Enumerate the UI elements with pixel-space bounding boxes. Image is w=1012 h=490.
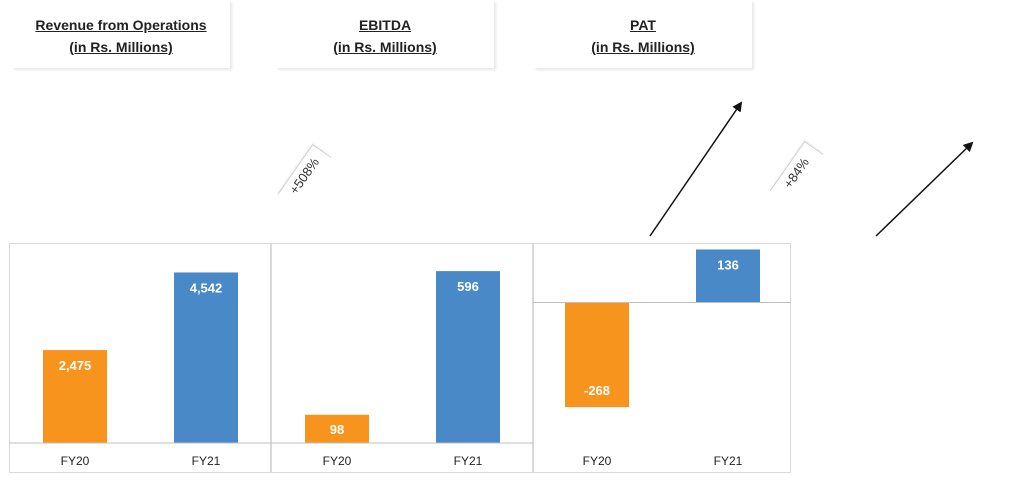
revenue-bar-fy21 — [174, 272, 238, 443]
pat-bar-fy21 — [696, 249, 760, 303]
pat-data-label-fy21: 136 — [717, 257, 739, 272]
pat-title-line2: (in Rs. Millions) — [591, 39, 695, 55]
revenue-data-label-fy20: 2,475 — [59, 358, 92, 373]
ebitda-data-label-fy20: 98 — [330, 422, 344, 437]
pat-title: PAT (in Rs. Millions) — [534, 0, 752, 68]
revenue-bar-fy20 — [43, 350, 107, 443]
ebitda-title-line1: EBITDA — [358, 17, 412, 33]
revenue-title-line2: (in Rs. Millions) — [69, 39, 173, 55]
ebitda-chart: 98 FY20 596 FY21 — [271, 243, 533, 473]
pat-tick-label-fy20: FY20 — [583, 454, 612, 468]
ebitda-title-line2: (in Rs. Millions) — [333, 39, 437, 55]
pat-tick-label-fy21: FY21 — [714, 454, 743, 468]
pat-bar-fy20 — [565, 302, 629, 408]
pat-data-label-fy20: -268 — [584, 383, 610, 398]
ebitda-bar-fy21 — [436, 271, 500, 443]
pat-chart: -268 FY20 136 FY21 — [533, 243, 791, 473]
revenue-chart-svg: 2,475 FY20 4,542 FY21 — [9, 243, 271, 473]
ebitda-tick-label-fy20: FY20 — [323, 454, 352, 468]
ebitda-tick-label-fy21: FY21 — [454, 454, 483, 468]
ebitda-title: EBITDA (in Rs. Millions) — [276, 0, 494, 68]
pat-chart-svg: -268 FY20 136 FY21 — [533, 243, 791, 473]
pat-growth-arrow — [875, 141, 974, 237]
ebitda-data-label-fy21: 596 — [457, 279, 479, 294]
revenue-title: Revenue from Operations (in Rs. Millions… — [12, 0, 230, 68]
revenue-title-line1: Revenue from Operations — [35, 17, 207, 33]
ebitda-chart-svg: 98 FY20 596 FY21 — [271, 243, 533, 473]
revenue-chart: 2,475 FY20 4,542 FY21 — [9, 243, 271, 473]
pat-title-line1: PAT — [630, 17, 656, 33]
revenue-tick-label-fy20: FY20 — [61, 454, 90, 468]
revenue-tick-label-fy21: FY21 — [192, 454, 221, 468]
ebitda-growth-arrow — [649, 101, 743, 237]
ebitda-bar-fy20 — [305, 414, 369, 443]
revenue-data-label-fy21: 4,542 — [190, 280, 223, 295]
